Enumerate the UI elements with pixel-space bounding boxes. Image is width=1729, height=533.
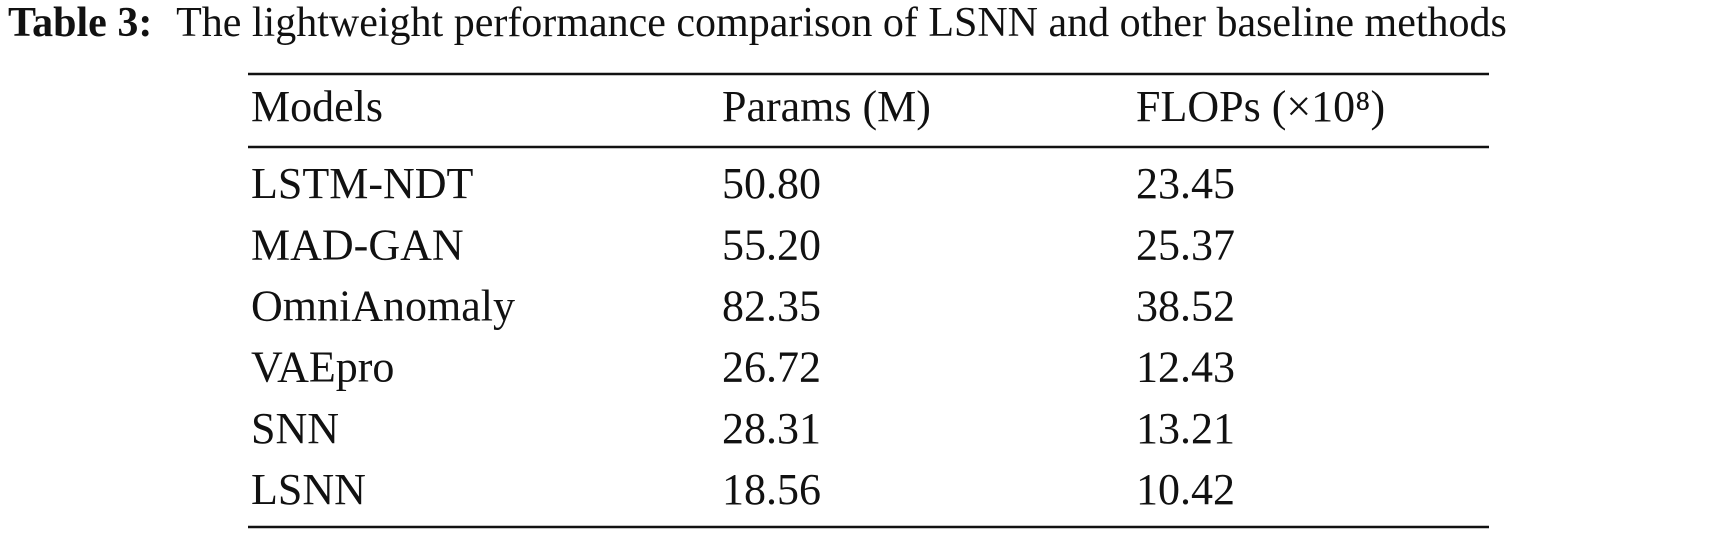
cell-value: 18.56	[722, 465, 821, 514]
cell-value: 25.37	[1136, 220, 1235, 269]
model-name: LSNN	[251, 465, 366, 514]
caption: Table 3: The lightweight performance com…	[8, 0, 1507, 46]
model-name: VAEpro	[251, 343, 394, 392]
cell-value: 10.42	[1136, 465, 1235, 514]
model-name: OmniAnomaly	[251, 281, 515, 330]
cell-value: 50.80	[722, 159, 821, 208]
column-header: Models	[251, 82, 383, 131]
cell-value: 23.45	[1136, 159, 1235, 208]
caption-label: Table 3:	[8, 0, 152, 46]
column-header: Params (M)	[722, 82, 931, 131]
cell-value: 55.20	[722, 220, 821, 269]
model-name: LSTM-NDT	[251, 159, 474, 208]
cell-value: 38.52	[1136, 281, 1235, 330]
cell-value: 28.31	[722, 404, 821, 453]
cell-value: 26.72	[722, 343, 821, 392]
cell-value: 12.43	[1136, 343, 1235, 392]
model-name: SNN	[251, 404, 339, 453]
caption-text: The lightweight performance comparison o…	[176, 0, 1507, 46]
cell-value: 13.21	[1136, 404, 1235, 453]
column-header: FLOPs (×10⁸)	[1136, 82, 1385, 131]
model-name: MAD-GAN	[251, 220, 464, 269]
cell-value: 82.35	[722, 281, 821, 330]
